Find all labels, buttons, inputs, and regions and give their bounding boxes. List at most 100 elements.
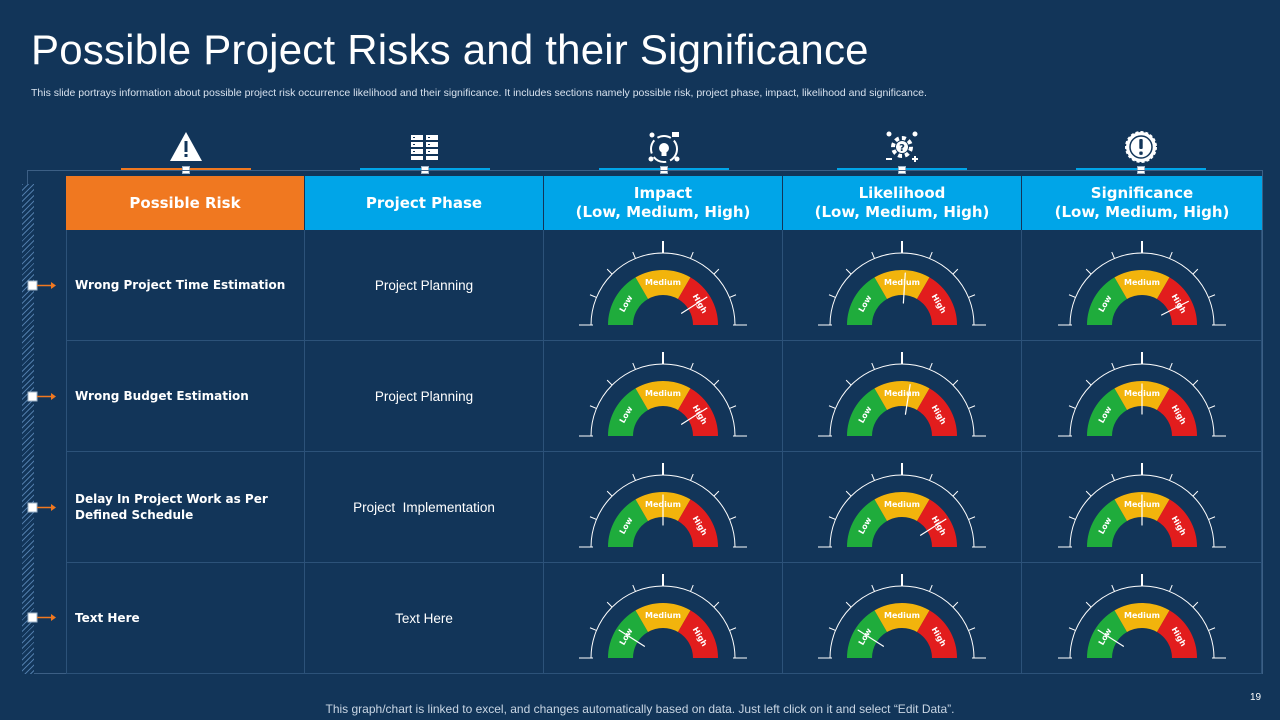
gauge-tick — [929, 251, 933, 259]
gauge-needle — [904, 384, 911, 415]
gauge-tick — [632, 473, 636, 481]
gauge-tick — [1168, 584, 1173, 592]
header-impact: Impact (Low, Medium, High) — [544, 176, 783, 230]
gauge-tick — [589, 516, 597, 520]
gauge-tick — [1192, 268, 1198, 275]
gauge-band-medium — [635, 381, 691, 411]
slide-subtitle: This slide portrays information about po… — [31, 87, 927, 99]
gauge-label-medium: Medium — [884, 278, 920, 287]
header-significance-scale: (Low, Medium, High) — [1054, 203, 1230, 221]
gauge-label-medium: Medium — [1124, 611, 1160, 620]
phase-cell: Project Implementation — [305, 452, 544, 563]
gauge-tick — [589, 627, 597, 631]
gauge-band-medium — [874, 492, 930, 522]
footer-note: This graph/chart is linked to excel, and… — [325, 702, 955, 716]
gauge-band-high — [917, 277, 957, 325]
gauge-tick — [713, 379, 720, 386]
gauge-tick — [1068, 627, 1076, 631]
gauge-tick — [1110, 251, 1115, 259]
likelihood-gauge-cell: Low Medium High — [783, 452, 1022, 563]
gauge-band-low — [1086, 388, 1127, 436]
column-icons: ? — [0, 126, 1280, 176]
phase-name: Text Here — [395, 610, 453, 626]
risk-cell: Delay In Project Work as Per Defined Sch… — [66, 452, 305, 563]
gauge-needle — [680, 407, 708, 425]
gauge-band-high — [917, 499, 957, 547]
gauge-tick — [1192, 490, 1198, 497]
gauge-band-medium — [874, 603, 930, 633]
gauge-band-high — [1156, 277, 1197, 325]
gauge-needle — [902, 272, 906, 304]
phase-name: Project Implementation — [353, 499, 495, 515]
team-idea-icon — [648, 132, 680, 163]
gauge-tick — [845, 268, 852, 275]
header-significance: Significance (Low, Medium, High) — [1022, 176, 1262, 230]
gauge-band-low — [608, 388, 648, 436]
gauge-band-medium — [1114, 270, 1169, 300]
gauge-tick — [871, 251, 875, 259]
gauge-band-high — [678, 388, 718, 436]
gauge-tick — [828, 294, 836, 298]
gauge-tick — [952, 490, 959, 497]
row-marker-arrow — [27, 502, 56, 513]
gauge-tick — [952, 379, 959, 386]
gauge-tick — [632, 584, 636, 592]
gauge-tick — [929, 362, 933, 370]
gauge-band-medium — [874, 381, 930, 411]
phase-cell: Project Planning — [305, 341, 544, 452]
gauge-tick — [845, 379, 852, 386]
gauge-band-low — [847, 388, 887, 436]
header-project-phase: Project Phase — [305, 176, 544, 230]
risk-name: Wrong Budget Estimation — [75, 389, 249, 403]
gauge-needle — [919, 518, 947, 536]
gauge-tick — [606, 379, 613, 386]
hatched-side-band — [22, 184, 34, 674]
risk-name: Wrong Project Time Estimation — [75, 278, 286, 292]
gauge-band-medium — [874, 270, 930, 300]
phase-cell: Project Planning — [305, 230, 544, 341]
gauge-label-medium: Medium — [884, 389, 920, 398]
header-impact-scale: (Low, Medium, High) — [575, 203, 751, 221]
gauge-tick — [1085, 490, 1091, 497]
gauge-tick — [1110, 584, 1115, 592]
gauge-label-medium: Medium — [645, 278, 681, 287]
gauge-band-low — [1086, 610, 1127, 658]
header-impact-label: Impact — [633, 184, 693, 202]
gauge-tick — [1068, 516, 1076, 520]
gauge-tick — [1068, 405, 1076, 409]
gauge-band-low — [608, 499, 648, 547]
risk-name: Delay In Project Work as Per Defined Sch… — [75, 492, 268, 522]
gauge-tick — [606, 268, 613, 275]
gauge-needle — [618, 629, 646, 647]
alert-badge-icon — [1125, 131, 1157, 163]
gauge-tick — [952, 268, 959, 275]
gauge-label-medium: Medium — [645, 389, 681, 398]
gauge-needle — [1160, 300, 1189, 316]
gauge-tick — [632, 251, 636, 259]
gauge-needle — [1096, 629, 1124, 647]
row-marker-arrow — [27, 391, 56, 402]
gauge-tick — [1168, 473, 1173, 481]
gauge-band-low — [608, 610, 648, 658]
gauge-tick — [828, 627, 836, 631]
gauge-tick — [1110, 362, 1115, 370]
risk-table: Possible Risk Project Phase Impact (Low,… — [66, 176, 1262, 674]
gauge-band-medium — [635, 603, 691, 633]
gear-question-icon: ? — [886, 131, 918, 162]
gauge-tick — [1110, 473, 1115, 481]
